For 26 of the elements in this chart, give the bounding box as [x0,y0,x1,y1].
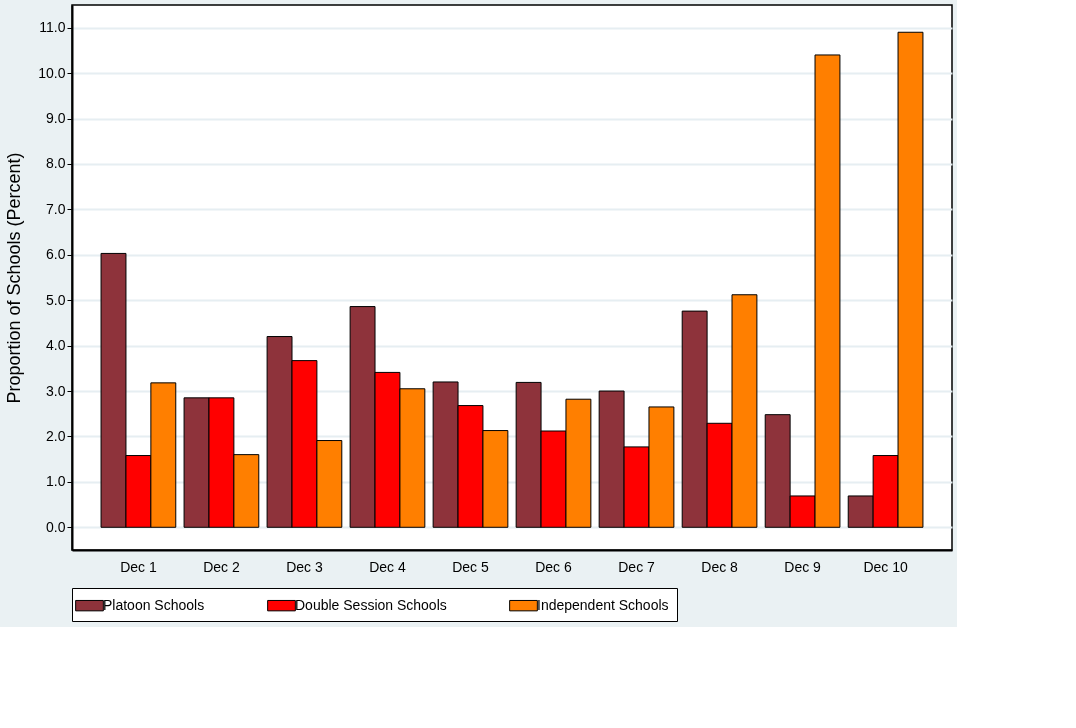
legend-label: Independent Schools [537,596,669,613]
y-tick-label: 10.0 [38,64,66,81]
x-tick-label: Dec 6 [535,558,573,575]
y-tick-label: 1.0 [46,473,66,490]
x-tick-label: Dec 3 [286,558,323,575]
x-tick-label: Dec 8 [701,558,739,575]
x-tick-label: Dec 4 [369,558,406,575]
y-tick-label: 0.0 [46,518,66,535]
legend-label: Platoon Schools [103,596,205,613]
x-tick-label: Dec 10 [863,558,908,575]
y-axis-title: Proportion of Schools (Percent) [4,152,25,404]
y-tick-label: 9.0 [46,110,66,127]
x-tick-label: Dec 2 [203,558,240,575]
x-tick-label: Dec 5 [452,558,489,575]
x-tick-label: Dec 7 [618,558,656,575]
y-tick-label: 2.0 [46,427,66,444]
legend-label: Double Session Schools [295,596,447,613]
y-tick-label: 7.0 [46,200,66,217]
y-tick-label: 11.0 [39,19,66,36]
y-tick-label: 5.0 [46,291,66,308]
y-tick-label: 6.0 [46,246,66,263]
x-tick-label: Dec 1 [120,558,157,575]
y-tick-label: 8.0 [46,155,66,172]
y-tick-label: 4.0 [46,337,66,354]
x-tick-label: Dec 9 [784,558,822,575]
y-tick-label: 3.0 [46,382,66,399]
